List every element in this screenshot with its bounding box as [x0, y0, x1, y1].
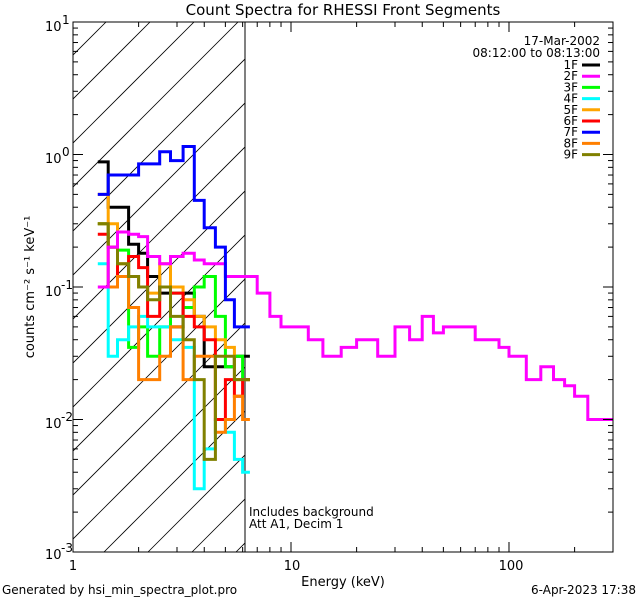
svg-text:10: 10 [45, 285, 62, 300]
hatch-line [544, 0, 640, 552]
legend-label-8F: 8F [563, 136, 578, 150]
x-tick-100: 100 [499, 559, 524, 574]
svg-text:-3: -3 [61, 541, 73, 555]
hatch-line [73, 22, 195, 144]
x-tick-10: 10 [284, 559, 301, 574]
hatch-line [368, 0, 640, 552]
hatch-line [73, 22, 239, 188]
legend-label-4F: 4F [563, 92, 578, 106]
hatch-line [456, 0, 640, 552]
x-axis-label: Energy (keV) [301, 575, 385, 590]
chart-title: Count Spectra for RHESSI Front Segments [186, 1, 501, 19]
hatch-line [73, 146, 245, 320]
series-8F [97, 222, 250, 434]
legend-label-2F: 2F [563, 69, 578, 83]
annotation-background: Includes background [249, 505, 374, 519]
hatch-line [235, 542, 245, 552]
y-tick-0.01: 10 -2 [45, 410, 73, 432]
hatch-line [73, 366, 245, 540]
hatch-line [0, 0, 88, 552]
hatch-line [73, 22, 107, 56]
hatch-line [73, 234, 245, 408]
series-9F [97, 222, 250, 461]
annotation-attenuator: Att A1, Decim 1 [249, 517, 343, 531]
hatch-line [324, 0, 640, 552]
date-label: 17-Mar-2002 [524, 34, 600, 48]
svg-text:1: 1 [62, 13, 70, 27]
footer-timestamp: 6-Apr-2023 17:38 [531, 583, 636, 597]
svg-text:0: 0 [62, 145, 70, 159]
hatch-line [73, 278, 245, 452]
hatch-line [0, 0, 132, 552]
hatch-line [73, 322, 245, 496]
footer-generated-by: Generated by hsi_min_spectra_plot.pro [2, 583, 237, 597]
x-tick-1: 1 [69, 559, 77, 574]
legend-label-1F: 1F [563, 58, 578, 72]
hatch-line [73, 102, 245, 276]
hatch-line [632, 0, 640, 552]
svg-text:10: 10 [45, 20, 62, 35]
axis-ticks [72, 22, 614, 553]
hatch-line [588, 0, 640, 552]
legend-label-9F: 9F [563, 148, 578, 162]
hatch-line [103, 410, 245, 552]
y-tick-10: 10 1 [45, 13, 70, 35]
legend-label-7F: 7F [563, 125, 578, 139]
series-7F [97, 145, 250, 329]
time-range-label: 08:12:00 to 08:13:00 [473, 46, 600, 60]
legend-label-6F: 6F [563, 114, 578, 128]
series-layer [97, 145, 613, 491]
y-tick-1: 10 0 [45, 145, 70, 167]
svg-text:-1: -1 [61, 278, 73, 292]
hatch-line [73, 58, 245, 232]
svg-text:10: 10 [45, 152, 62, 167]
series-5F [97, 192, 250, 382]
series-2F [97, 230, 613, 421]
hatch-line [280, 0, 640, 552]
legend-label-3F: 3F [563, 80, 578, 94]
plot-frame [72, 21, 614, 553]
y-tick-0.001: 10 -3 [45, 541, 73, 563]
hatch-line [73, 22, 151, 100]
svg-text:10: 10 [45, 548, 62, 563]
y-axis-label: counts cm⁻² s⁻¹ keV⁻¹ [23, 216, 38, 359]
excluded-region-hatch [0, 0, 640, 552]
legend-label-5F: 5F [563, 103, 578, 117]
y-tick-0.1: 10 -1 [45, 278, 73, 300]
hatch-line [412, 0, 640, 552]
svg-text:10: 10 [45, 417, 62, 432]
svg-text:-2: -2 [61, 410, 73, 424]
